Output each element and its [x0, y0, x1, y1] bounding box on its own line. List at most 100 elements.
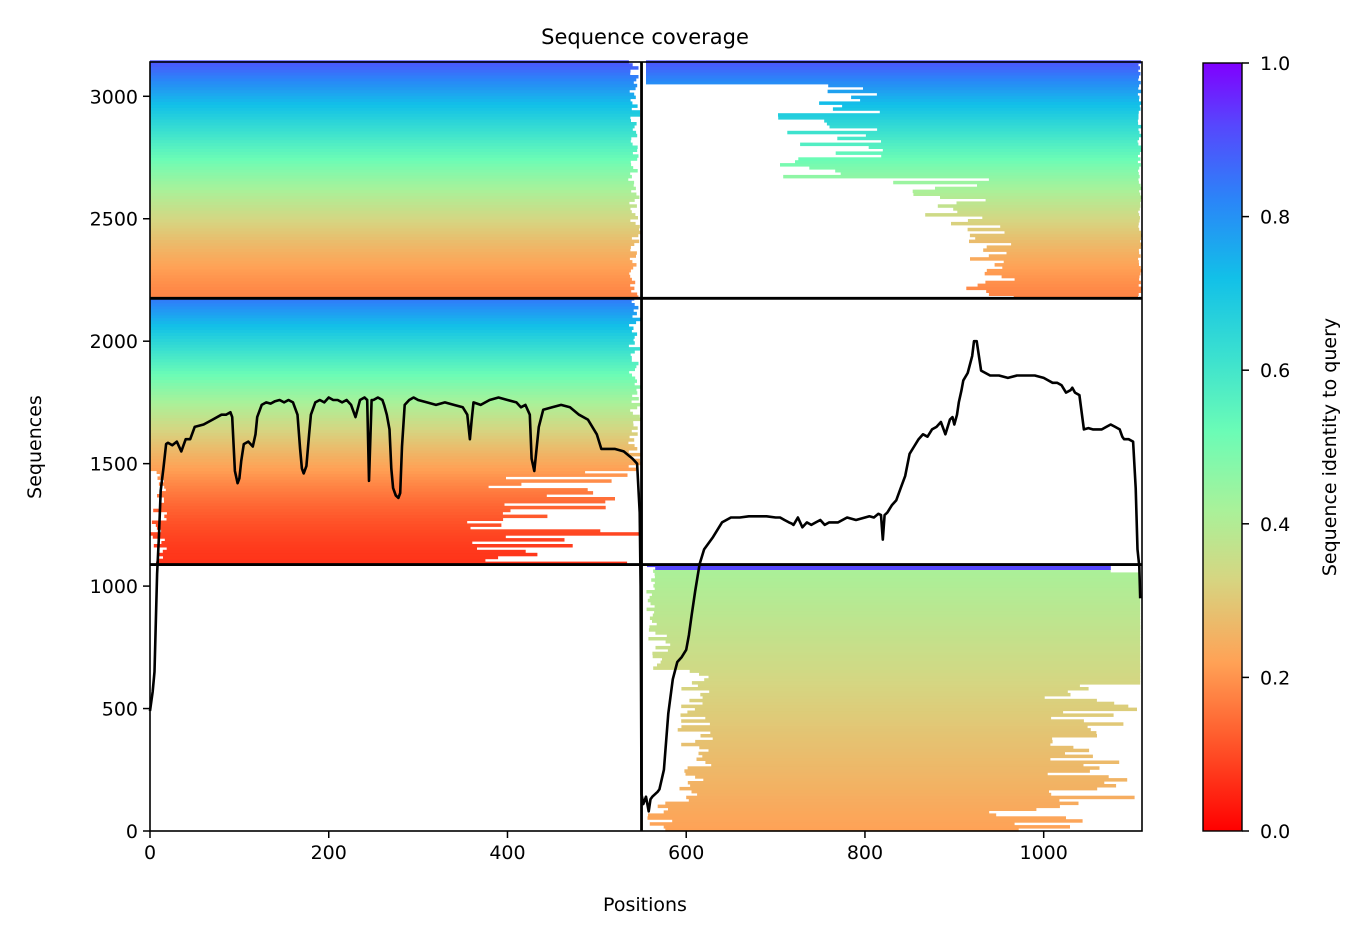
coverage-row	[150, 376, 636, 380]
coverage-row	[150, 110, 640, 114]
coverage-row	[150, 364, 637, 369]
coverage-row	[654, 587, 1141, 591]
coverage-row	[150, 204, 637, 208]
coverage-row	[158, 552, 538, 557]
coverage-row	[150, 332, 638, 336]
coverage-row	[994, 263, 1139, 267]
coverage-row	[150, 263, 637, 267]
coverage-row	[150, 230, 641, 235]
coverage-row	[829, 124, 1142, 129]
coverage-row	[708, 675, 1141, 679]
coverage-row	[697, 792, 1052, 797]
coverage-row	[150, 180, 635, 185]
coverage-row	[150, 75, 639, 79]
coverage-row	[780, 163, 1141, 167]
coverage-row	[150, 397, 639, 401]
coverage-row	[150, 104, 638, 108]
coverage-row	[150, 320, 637, 325]
coverage-row	[800, 142, 1139, 147]
coverage-row	[653, 584, 1141, 588]
coverage-row	[150, 186, 636, 191]
coverage-row	[705, 716, 1052, 720]
coverage-row	[150, 452, 641, 457]
coverage-row	[687, 766, 1100, 770]
colorbar-tick-label: 0.8	[1260, 207, 1290, 229]
coverage-row	[155, 523, 502, 527]
coverage-row	[877, 127, 1139, 132]
coverage-row	[157, 558, 486, 563]
coverage-row	[150, 286, 635, 291]
y-tick-label: 2000	[90, 331, 138, 353]
coverage-row	[795, 160, 1138, 164]
coverage-row	[150, 183, 634, 188]
coverage-row	[153, 508, 511, 513]
coverage-row	[654, 610, 1141, 615]
coverage-row	[150, 292, 638, 296]
coverage-row	[165, 488, 588, 492]
coverage-row	[151, 520, 468, 524]
coverage-row	[699, 672, 1141, 676]
coverage-row	[150, 464, 629, 469]
coverage-row	[157, 476, 506, 480]
coverage-row	[150, 461, 641, 466]
coverage-row	[681, 704, 1129, 709]
coverage-row	[695, 775, 1109, 779]
coverage-row	[654, 581, 1141, 585]
coverage-row	[680, 713, 1114, 717]
chart-title: Sequence coverage	[541, 25, 749, 49]
coverage-row	[150, 127, 633, 132]
coverage-row	[685, 772, 1048, 776]
coverage-row	[161, 541, 473, 545]
coverage-row	[691, 681, 1141, 685]
coverage-row	[956, 201, 1141, 205]
coverage-row	[646, 607, 1141, 612]
coverage-row	[654, 604, 1141, 609]
coverage-row	[161, 529, 601, 533]
coverage-row	[646, 66, 1140, 70]
colorbar-tick-label: 0.6	[1260, 360, 1290, 382]
coverage-row	[150, 467, 637, 472]
coverage-row	[710, 731, 1097, 735]
coverage-row	[150, 113, 641, 117]
coverage-row	[986, 245, 1142, 249]
coverage-row	[655, 631, 1141, 635]
coverage-row	[798, 157, 1141, 161]
coverage-row	[649, 616, 1141, 620]
coverage-row	[967, 227, 1140, 232]
coverage-row	[700, 692, 1071, 697]
coverage-row	[150, 192, 637, 196]
coverage-row	[164, 514, 548, 519]
coverage-row	[159, 505, 606, 510]
coverage-row	[150, 323, 630, 328]
coverage-row	[150, 373, 632, 377]
coverage-row	[691, 789, 1049, 794]
coverage-row	[650, 601, 1141, 606]
y-tick-label: 1000	[90, 576, 138, 598]
coverage-row	[150, 394, 633, 398]
coverage-row	[863, 86, 1139, 91]
coverage-row	[694, 707, 1137, 712]
coverage-row	[150, 83, 638, 88]
coverage-row	[150, 213, 636, 217]
colorbar-tick-label: 0.0	[1260, 821, 1290, 843]
coverage-row	[150, 86, 636, 91]
coverage-row	[712, 737, 1053, 741]
coverage-row	[150, 160, 631, 164]
coverage-row	[1014, 277, 1140, 282]
coverage-row	[150, 133, 638, 138]
coverage-row	[679, 786, 1098, 791]
coverage-row	[985, 280, 1141, 285]
coverage-row	[150, 248, 631, 252]
coverage-row	[969, 233, 1142, 238]
coverage-row	[150, 388, 637, 392]
coverage-row	[684, 769, 1090, 773]
coverage-row	[150, 411, 633, 416]
coverage-row	[651, 578, 1141, 582]
coverage-row	[161, 491, 594, 495]
coverage-row	[881, 154, 1138, 158]
coverage-row	[652, 619, 1141, 623]
coverage-row	[876, 92, 1138, 97]
coverage-row	[648, 628, 1141, 632]
coverage-row	[649, 595, 1141, 600]
x-tick-label: 200	[311, 842, 347, 864]
